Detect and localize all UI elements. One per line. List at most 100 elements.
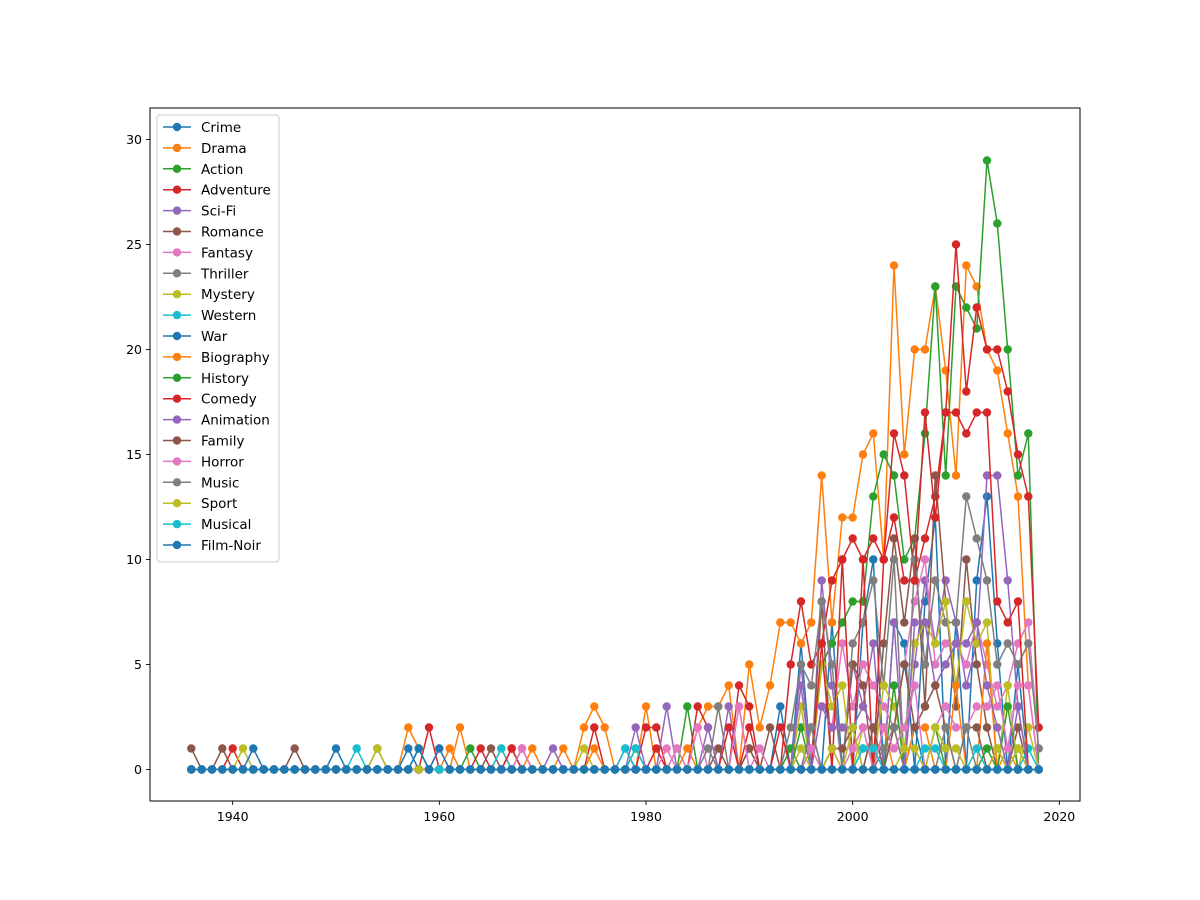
data-point bbox=[827, 660, 837, 669]
legend-marker bbox=[172, 415, 182, 424]
data-point bbox=[817, 765, 826, 774]
data-point bbox=[383, 765, 392, 774]
data-point bbox=[869, 681, 878, 690]
data-point bbox=[1013, 450, 1023, 459]
data-point bbox=[838, 744, 847, 753]
data-point bbox=[900, 660, 909, 669]
data-point bbox=[848, 660, 857, 669]
data-point bbox=[683, 765, 692, 774]
data-point bbox=[951, 618, 961, 627]
legend-item: War bbox=[163, 329, 228, 345]
data-point bbox=[962, 765, 971, 774]
data-point bbox=[962, 387, 971, 396]
data-point bbox=[982, 471, 992, 480]
data-point bbox=[703, 744, 713, 753]
data-point bbox=[879, 723, 888, 732]
data-point bbox=[342, 765, 351, 774]
data-point bbox=[786, 765, 795, 774]
data-point bbox=[848, 639, 857, 648]
legend-item: Music bbox=[163, 475, 239, 491]
data-point bbox=[331, 765, 341, 774]
data-point bbox=[941, 408, 950, 417]
legend-marker bbox=[172, 164, 182, 173]
legend-marker bbox=[172, 290, 182, 299]
data-point bbox=[290, 765, 299, 774]
data-point bbox=[838, 639, 847, 648]
data-point bbox=[807, 723, 816, 732]
data-point bbox=[455, 723, 465, 732]
legend-label: History bbox=[201, 371, 249, 387]
legend-marker bbox=[172, 206, 182, 215]
data-point bbox=[941, 597, 950, 606]
data-point bbox=[910, 639, 919, 648]
data-point bbox=[1003, 618, 1012, 627]
data-point bbox=[1003, 765, 1012, 774]
data-point bbox=[920, 618, 930, 627]
data-point bbox=[187, 744, 196, 753]
data-point bbox=[404, 723, 413, 732]
data-point bbox=[982, 723, 992, 732]
data-point bbox=[900, 639, 909, 648]
data-point bbox=[972, 744, 981, 753]
data-point bbox=[858, 618, 868, 627]
data-point bbox=[548, 744, 558, 753]
data-point bbox=[982, 681, 992, 690]
data-point bbox=[972, 576, 981, 585]
data-point bbox=[962, 555, 971, 564]
data-point bbox=[569, 765, 578, 774]
data-point bbox=[786, 723, 795, 732]
data-point bbox=[889, 534, 899, 543]
data-point bbox=[445, 744, 454, 753]
data-point bbox=[931, 660, 940, 669]
data-point bbox=[962, 681, 971, 690]
y-tick-label: 5 bbox=[134, 657, 142, 672]
data-point bbox=[858, 660, 868, 669]
data-point bbox=[993, 765, 1002, 774]
data-point bbox=[765, 681, 775, 690]
data-point bbox=[879, 639, 888, 648]
data-point bbox=[331, 744, 341, 753]
legend-marker bbox=[172, 143, 182, 153]
data-point bbox=[889, 681, 899, 690]
data-point bbox=[951, 240, 961, 249]
legend-label: Sci-Fi bbox=[201, 204, 236, 220]
data-point bbox=[1003, 429, 1012, 438]
data-point bbox=[796, 765, 806, 774]
data-point bbox=[445, 765, 454, 774]
data-point bbox=[827, 618, 837, 627]
data-point bbox=[786, 618, 795, 627]
legend-marker bbox=[172, 540, 182, 550]
data-point bbox=[662, 744, 671, 753]
data-point bbox=[590, 765, 599, 774]
data-point bbox=[548, 765, 558, 774]
data-point bbox=[559, 744, 568, 753]
data-point bbox=[1024, 429, 1033, 438]
legend-label: Comedy bbox=[201, 392, 257, 408]
legend-item: Animation bbox=[163, 413, 270, 429]
data-point bbox=[1013, 681, 1023, 690]
legend-item: History bbox=[163, 371, 249, 387]
y-tick-label: 20 bbox=[126, 342, 142, 357]
data-point bbox=[218, 765, 227, 774]
data-point bbox=[207, 765, 217, 774]
x-tick-label: 1940 bbox=[217, 809, 249, 824]
legend-label: Drama bbox=[201, 141, 247, 157]
legend-marker bbox=[172, 248, 182, 257]
data-point bbox=[962, 639, 971, 648]
data-point bbox=[269, 765, 279, 774]
data-point bbox=[1003, 702, 1012, 711]
data-point bbox=[858, 723, 868, 732]
legend-label: Animation bbox=[201, 413, 270, 429]
data-point bbox=[724, 681, 733, 690]
data-point bbox=[734, 681, 744, 690]
data-point bbox=[228, 744, 237, 753]
data-point bbox=[817, 702, 826, 711]
data-point bbox=[962, 492, 971, 501]
data-point bbox=[414, 744, 423, 753]
data-point bbox=[910, 744, 919, 753]
data-point bbox=[703, 765, 713, 774]
data-point bbox=[941, 576, 950, 585]
data-point bbox=[321, 765, 330, 774]
data-point bbox=[879, 450, 888, 459]
legend-item: Biography bbox=[163, 350, 270, 366]
